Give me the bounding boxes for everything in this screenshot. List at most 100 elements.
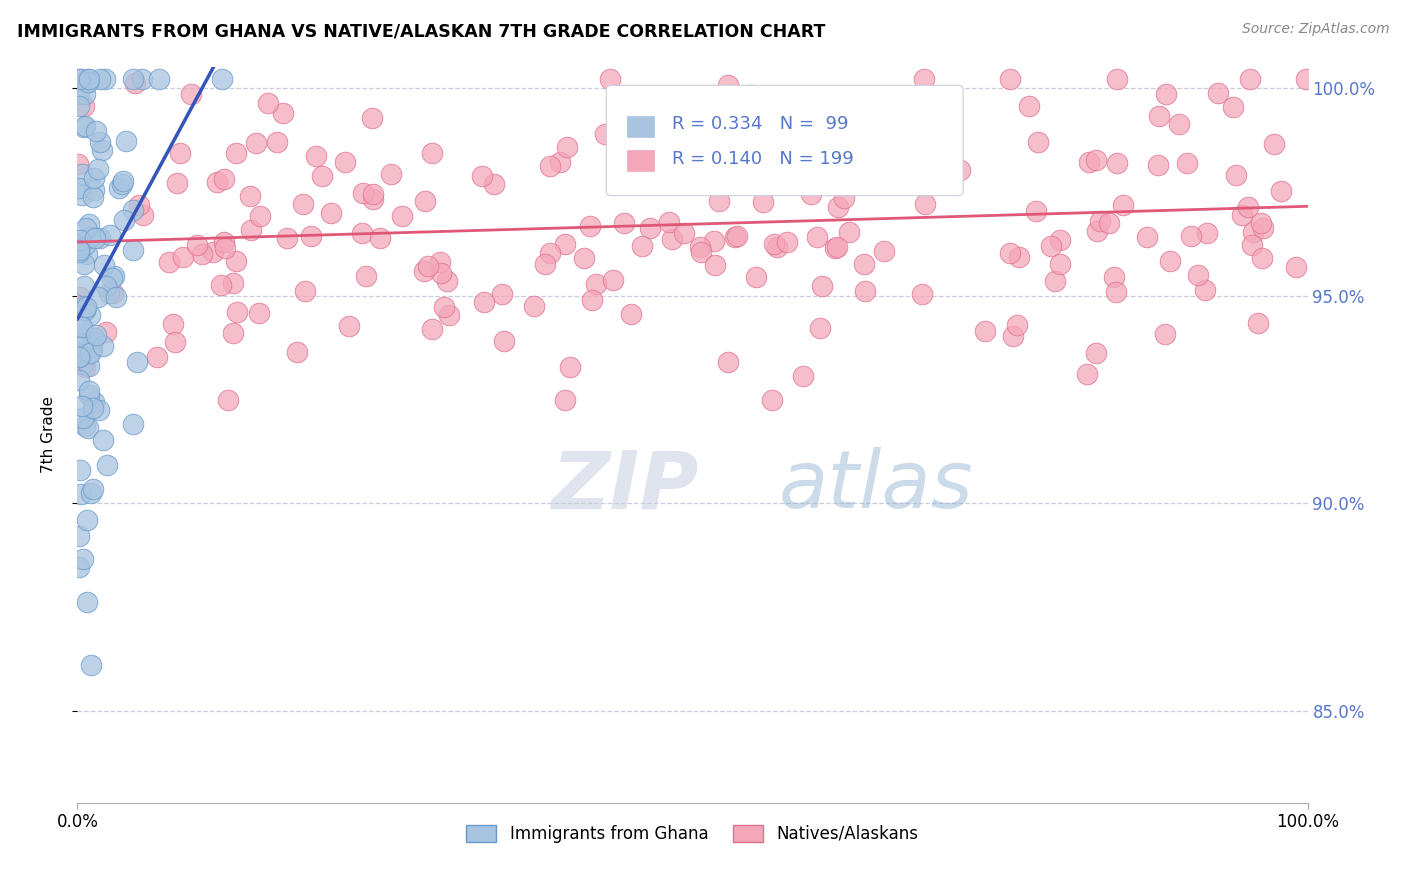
Point — [148, 72, 170, 87]
Point — [1295, 72, 1317, 87]
Point — [69, 237, 91, 252]
Point — [413, 194, 436, 208]
Point — [912, 72, 935, 87]
Point — [1088, 214, 1111, 228]
Point — [94, 279, 117, 293]
Point — [661, 232, 683, 246]
Point — [792, 369, 814, 384]
Point — [1175, 156, 1198, 170]
Point — [811, 128, 834, 143]
Point — [1187, 268, 1209, 282]
Point — [620, 307, 643, 321]
Point — [806, 229, 828, 244]
Point — [1105, 72, 1128, 87]
Point — [1002, 329, 1025, 343]
Point — [818, 172, 841, 186]
Point — [761, 392, 783, 407]
Point — [294, 285, 316, 299]
Point — [80, 343, 103, 357]
Point — [1240, 237, 1263, 252]
Point — [858, 137, 880, 152]
Point — [1194, 284, 1216, 298]
Point — [585, 277, 607, 291]
Point — [169, 145, 191, 160]
Point — [69, 233, 91, 247]
Point — [222, 326, 245, 341]
Point — [91, 434, 114, 448]
Point — [852, 257, 875, 271]
Point — [75, 419, 97, 434]
Point — [1084, 153, 1107, 167]
Point — [72, 399, 94, 413]
Point — [84, 124, 107, 138]
Point — [807, 128, 830, 143]
Point — [79, 72, 101, 87]
Point — [79, 217, 101, 231]
Point — [974, 324, 997, 338]
Point — [75, 238, 97, 252]
Point — [209, 278, 232, 293]
Point — [67, 87, 90, 101]
Point — [624, 151, 647, 165]
Point — [180, 87, 202, 102]
Point — [825, 240, 848, 254]
Point — [1146, 158, 1168, 172]
Point — [350, 226, 373, 240]
Legend: Immigrants from Ghana, Natives/Alaskans: Immigrants from Ghana, Natives/Alaskans — [460, 818, 925, 850]
Point — [429, 254, 451, 268]
Point — [172, 250, 194, 264]
Point — [77, 388, 100, 402]
Point — [1136, 229, 1159, 244]
Point — [87, 290, 110, 304]
Point — [87, 403, 110, 417]
Point — [998, 72, 1021, 87]
Point — [70, 187, 93, 202]
Point — [413, 264, 436, 278]
Point — [94, 72, 117, 87]
Point — [67, 99, 90, 113]
Point — [707, 194, 730, 208]
Point — [72, 99, 94, 113]
Point — [1239, 72, 1261, 87]
Point — [1025, 203, 1047, 218]
Point — [420, 322, 443, 336]
Point — [72, 319, 94, 334]
Point — [67, 302, 90, 317]
Point — [125, 354, 148, 368]
Point — [163, 335, 186, 350]
Point — [380, 167, 402, 181]
Point — [689, 240, 711, 254]
Point — [69, 317, 91, 331]
Point — [79, 346, 101, 360]
Point — [1008, 250, 1031, 264]
Point — [69, 345, 91, 359]
Point — [1195, 226, 1218, 240]
Point — [1076, 367, 1098, 381]
Point — [79, 229, 101, 244]
Point — [717, 78, 740, 92]
Point — [75, 87, 97, 102]
Point — [67, 72, 90, 87]
Point — [863, 136, 886, 150]
Point — [96, 458, 118, 472]
Point — [77, 359, 100, 373]
Point — [1018, 99, 1040, 113]
Point — [832, 190, 855, 204]
Point — [69, 463, 91, 477]
Point — [249, 209, 271, 223]
Point — [1285, 260, 1308, 275]
Point — [838, 225, 860, 239]
Point — [162, 317, 184, 331]
Point — [83, 331, 105, 345]
Point — [291, 197, 314, 211]
Point — [484, 177, 506, 191]
Point — [305, 149, 328, 163]
Point — [124, 76, 146, 90]
Point — [80, 340, 103, 354]
Point — [98, 286, 121, 301]
Point — [472, 294, 495, 309]
Point — [112, 174, 135, 188]
Point — [67, 328, 90, 343]
Point — [725, 229, 748, 244]
Point — [1206, 86, 1229, 100]
